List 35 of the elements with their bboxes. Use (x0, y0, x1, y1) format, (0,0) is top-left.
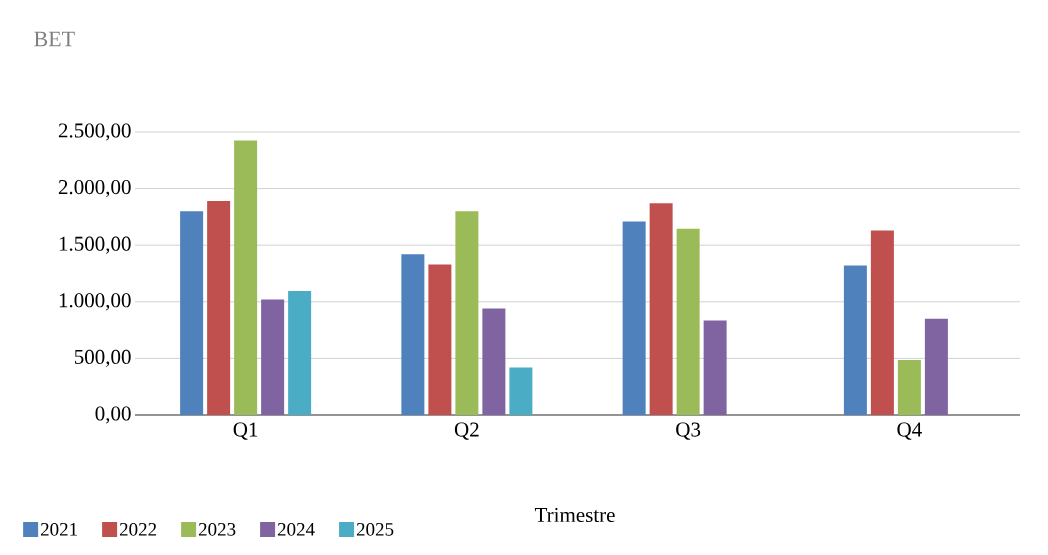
legend-label: 2023 (198, 522, 236, 536)
y-tick-label: 1.000,00 (59, 293, 131, 311)
bar (455, 211, 479, 415)
chart-title: BET (34, 31, 75, 47)
bar (261, 299, 285, 415)
y-tick-label: 2.500,00 (58, 123, 131, 141)
y-tick-label: 1.500,00 (59, 236, 131, 254)
x-axis-title: Trimestre (534, 507, 615, 523)
bar (509, 367, 533, 415)
y-tick-label: 500,00 (74, 349, 131, 367)
bar (234, 140, 258, 415)
bar (649, 203, 673, 415)
x-tick-label: Q1 (233, 422, 258, 440)
legend-label: 2022 (119, 522, 157, 536)
bar (676, 228, 700, 415)
x-tick-label: Q2 (454, 422, 479, 440)
y-tick-label: 0,00 (95, 406, 131, 424)
bar (870, 230, 894, 415)
bar (703, 320, 727, 415)
x-tick-label: Q4 (897, 422, 922, 440)
legend-label: 2024 (277, 522, 315, 536)
bar (401, 254, 425, 415)
bar (924, 318, 948, 415)
bar (180, 211, 204, 415)
legend-label: 2021 (40, 522, 77, 536)
x-tick-label: Q3 (676, 422, 701, 440)
legend-label: 2025 (356, 522, 394, 536)
bar (288, 291, 312, 415)
bar (428, 264, 452, 415)
bar (622, 221, 646, 415)
y-tick-label: 2.000,00 (58, 180, 131, 198)
bar (482, 308, 506, 415)
bar (843, 265, 867, 415)
bar (897, 360, 921, 415)
bar (207, 201, 231, 415)
